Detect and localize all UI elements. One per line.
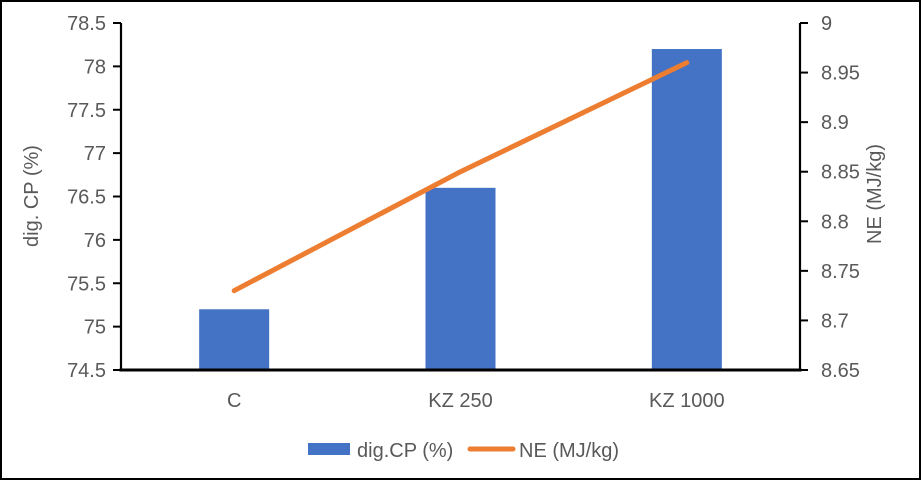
right-axis-tick-label: 8.8 <box>821 211 849 233</box>
left-axis-title: dig. CP (%) <box>21 145 43 247</box>
left-axis-tick-label: 75 <box>84 317 106 339</box>
category-label: KZ 1000 <box>649 390 725 412</box>
left-axis-tick-label: 77.5 <box>67 100 106 122</box>
right-axis-tick-label: 8.75 <box>821 261 860 283</box>
right-axis-tick-label: 8.85 <box>821 162 860 184</box>
right-axis-tick-label: 8.65 <box>821 360 860 382</box>
legend-bar-swatch <box>308 443 350 455</box>
legend-bar-label: dig.CP (%) <box>357 440 453 462</box>
bar-c <box>199 309 270 370</box>
legend: dig.CP (%) NE (MJ/kg) <box>308 440 619 462</box>
right-axis-tick-label: 8.95 <box>821 63 860 85</box>
left-axis-tick-label: 74.5 <box>67 360 106 382</box>
left-axis-tick-label: 78 <box>84 56 106 78</box>
category-axis-labels: C KZ 250 KZ 1000 <box>227 390 725 412</box>
bar-series <box>199 49 722 371</box>
category-label: C <box>227 390 241 412</box>
legend-line-label: NE (MJ/kg) <box>519 440 619 462</box>
left-axis-tick-label: 77 <box>84 143 106 165</box>
left-axis-tick-label: 78.5 <box>67 13 106 35</box>
left-axis-tick-label: 76.5 <box>67 187 106 209</box>
line-series <box>231 60 690 294</box>
left-axis-tick-label: 75.5 <box>67 273 106 295</box>
bar-kz-250 <box>425 187 496 370</box>
category-label: KZ 250 <box>428 390 492 412</box>
right-axis-tick-label: 8.9 <box>821 112 849 134</box>
right-axis-tick-label: 8.7 <box>821 310 849 332</box>
line-path <box>231 60 690 294</box>
axes: 74.5 75 75.5 76 76.5 77 77.5 78 78.5 8.65 8.7 8.75 8… <box>67 13 860 382</box>
bar-kz-1000 <box>651 49 722 371</box>
right-axis-tick-label: 9 <box>821 13 832 35</box>
right-axis-title: NE (MJ/kg) <box>864 144 886 244</box>
left-axis-tick-label: 76 <box>84 230 106 252</box>
